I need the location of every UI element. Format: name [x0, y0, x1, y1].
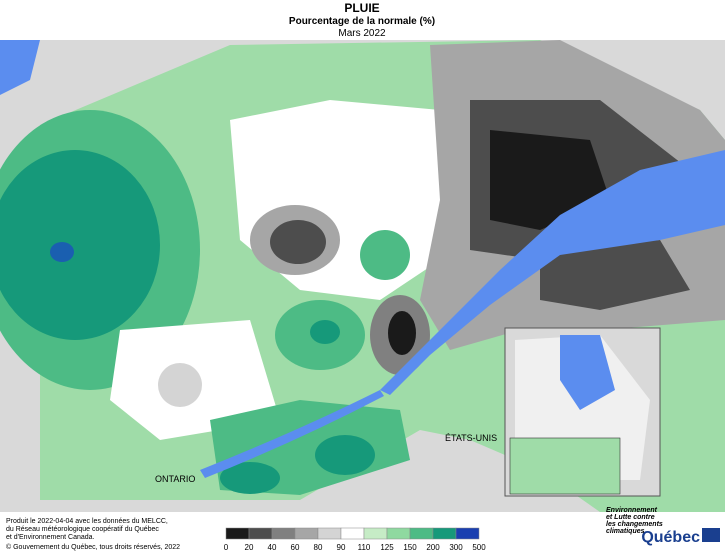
footer: Produit le 2022-04-04 avec les données d…	[6, 518, 180, 551]
zone	[540, 240, 690, 310]
legend-label: 300	[449, 543, 463, 552]
legend-label: 0	[224, 543, 229, 552]
legend: 0 20 40 60 80 90 110 125 150 200 300 500	[224, 527, 486, 552]
inset-water	[560, 335, 615, 410]
legend-swatch	[225, 527, 250, 540]
legend-label: 500	[472, 543, 486, 552]
legend-swatch	[386, 527, 411, 540]
legend-swatch	[294, 527, 319, 540]
legend-label: 125	[380, 543, 394, 552]
legend-label: 80	[314, 543, 323, 552]
place-label: ÉTATS-UNIS	[445, 433, 497, 443]
map-period: Mars 2022	[338, 28, 386, 39]
zone	[270, 220, 326, 264]
legend-label: 60	[291, 543, 300, 552]
legend-label: 90	[337, 543, 346, 552]
water	[200, 390, 384, 478]
zone	[0, 150, 160, 340]
zone	[50, 242, 74, 262]
credit-line: Produit le 2022-04-04 avec les données d…	[6, 518, 168, 525]
legend-label: 40	[268, 543, 277, 552]
legend-swatch	[455, 527, 480, 540]
logo-name: Québec	[641, 529, 700, 546]
logo-line: et Lutte contre	[606, 514, 655, 521]
water	[380, 150, 725, 395]
legend-swatch	[432, 527, 457, 540]
copyright: © Gouvernement du Québec, tous droits ré…	[6, 543, 180, 551]
logo-flag	[702, 528, 720, 542]
map-subtitle: Pourcentage de la normale (%)	[289, 16, 435, 27]
zone	[360, 230, 410, 280]
credit-line: et d'Environnement Canada.	[6, 534, 95, 541]
legend-swatch	[317, 527, 342, 540]
map-title: PLUIE	[344, 1, 379, 15]
logo-line: les changements	[606, 521, 663, 528]
legend-swatch	[340, 527, 365, 540]
legend-label: 110	[358, 543, 371, 552]
water	[0, 40, 40, 95]
zone	[220, 462, 280, 494]
logo-line: climatiques	[606, 528, 645, 535]
legend-swatch	[248, 527, 273, 540]
legend-swatch	[271, 527, 296, 540]
place-label: ONTARIO	[155, 474, 195, 484]
zone	[158, 363, 202, 407]
inset-focus	[509, 437, 621, 495]
legend-label: 20	[245, 543, 254, 552]
legend-swatch	[363, 527, 388, 540]
legend-label: 200	[426, 543, 440, 552]
logo-line: Environnement	[606, 507, 658, 514]
zone	[315, 435, 375, 475]
credit-line: du Réseau météorologique coopératif du Q…	[6, 526, 159, 533]
legend-swatch	[409, 527, 434, 540]
zone	[388, 311, 416, 355]
zone	[310, 320, 340, 344]
legend-label: 150	[403, 543, 417, 552]
map	[0, 40, 725, 512]
